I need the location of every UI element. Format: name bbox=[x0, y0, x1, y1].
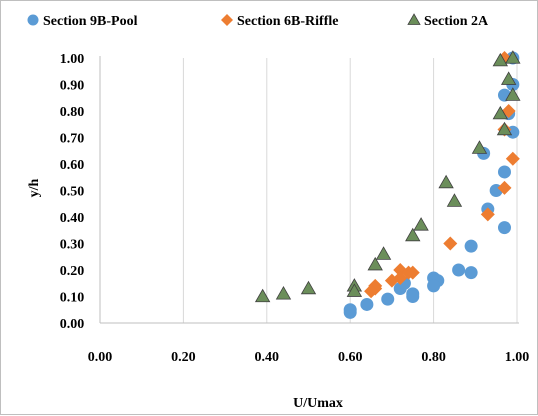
section-2a-point bbox=[375, 246, 392, 260]
section-9b-pool-point bbox=[406, 290, 420, 303]
x-axis-title: U/Umax bbox=[293, 396, 343, 411]
section-2a-point bbox=[505, 50, 521, 64]
section-2a-point bbox=[367, 256, 383, 271]
section-2a-point bbox=[471, 140, 488, 154]
grid-layer bbox=[182, 58, 518, 323]
axis-layer bbox=[99, 56, 519, 324]
section-2a-legend-marker bbox=[407, 13, 421, 25]
section-9b-pool-point bbox=[464, 239, 478, 253]
legend-label: Section 6B-Riffle bbox=[237, 14, 338, 29]
section-2a-point bbox=[405, 227, 421, 242]
section-6b-riffle-point bbox=[443, 236, 458, 251]
section-2a-point bbox=[446, 193, 463, 207]
y-tick-label: 0.20 bbox=[60, 264, 85, 279]
y-axis-title: y/h bbox=[27, 178, 42, 197]
x-tick-label: 0.40 bbox=[255, 350, 280, 365]
section-2a-point bbox=[346, 283, 363, 297]
legend-label: Section 9B-Pool bbox=[43, 14, 138, 29]
section-2a-point bbox=[492, 52, 509, 67]
legend-label: Section 2A bbox=[424, 14, 489, 29]
legend: Section 9B-Pool Section 6B-Riffle Section … bbox=[27, 13, 489, 29]
section-9b-pool-point bbox=[343, 305, 357, 319]
section-2a-point bbox=[254, 288, 271, 303]
point-layer bbox=[254, 50, 521, 319]
x-tick-label: 0.80 bbox=[421, 350, 446, 365]
section-9b-pool-point bbox=[452, 263, 466, 277]
section-2a-point bbox=[438, 174, 454, 189]
section-6b-riffle-point bbox=[384, 273, 399, 288]
section-9b-pool-point bbox=[427, 279, 441, 293]
y-tick-label: 0.80 bbox=[60, 105, 85, 120]
x-tick-label: 0.20 bbox=[171, 350, 196, 365]
section-6b-riffle-point bbox=[364, 284, 379, 299]
x-tick-label: 0.60 bbox=[338, 350, 363, 365]
y-tick-label: 0.70 bbox=[60, 132, 85, 147]
y-tick-label: 0.00 bbox=[60, 317, 85, 332]
section-9b-pool-point bbox=[497, 165, 511, 179]
y-tick-label: 0.60 bbox=[60, 158, 85, 173]
y-tick-label: 1.00 bbox=[60, 52, 85, 67]
section-2a-point bbox=[413, 217, 429, 231]
section-2a-point bbox=[500, 71, 517, 85]
y-tick-label: 0.90 bbox=[60, 79, 85, 94]
y-tick-label: 0.10 bbox=[60, 291, 85, 306]
section-9b-pool-legend-marker bbox=[27, 14, 39, 26]
y-tick-label: 0.50 bbox=[60, 185, 85, 200]
section-2a-point bbox=[300, 280, 317, 295]
section-6b-riffle-point bbox=[405, 265, 420, 280]
section-2a-point bbox=[492, 105, 509, 120]
section-6b-riffle-legend-marker bbox=[221, 14, 233, 26]
section-6b-riffle-point bbox=[497, 180, 512, 195]
section-2a-point bbox=[496, 121, 513, 136]
tick-layer: 0.00 0.10 0.20 0.30 0.40 0.50 0.60 0.70 0.80 0.90… bbox=[60, 52, 530, 365]
section-2a-point bbox=[505, 87, 521, 101]
section-9b-pool-point bbox=[381, 292, 395, 306]
section-6b-riffle-point bbox=[505, 151, 520, 166]
x-tick-label: 1.00 bbox=[505, 350, 530, 365]
y-tick-label: 0.40 bbox=[60, 211, 85, 226]
section-9b-pool-point bbox=[497, 221, 511, 235]
section-9b-pool-point bbox=[360, 297, 374, 311]
section-2a-point bbox=[275, 286, 292, 300]
section-9b-pool-point bbox=[464, 266, 478, 280]
y-tick-label: 0.30 bbox=[60, 238, 85, 253]
section-6b-riffle-point bbox=[480, 207, 495, 222]
x-tick-label: 0.00 bbox=[88, 350, 113, 365]
